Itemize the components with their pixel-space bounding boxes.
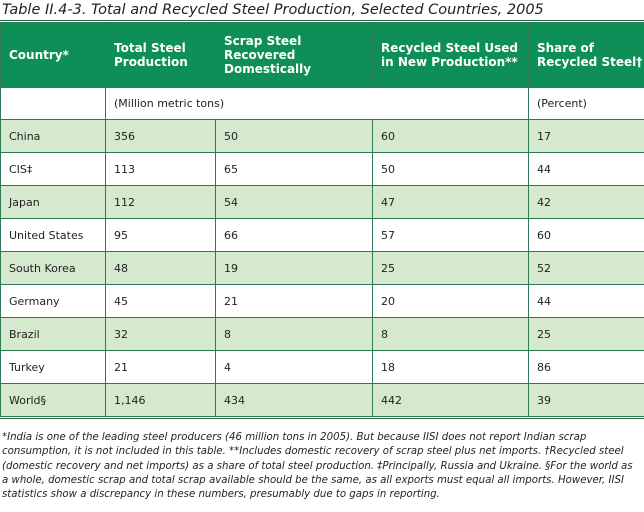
table-row: South Korea 48 19 25 52 [0,251,644,285]
share-recycled-cell: 60 [528,218,644,252]
scrap-recovered-cell: 19 [215,251,373,285]
units-empty-cell [0,87,106,120]
header-share-recycled: Share of Recycled Steel† [528,22,644,88]
recycled-used-cell: 47 [372,185,529,219]
recycled-used-cell: 18 [372,350,529,384]
country-cell: South Korea [0,251,106,285]
header-recycled-steel-used: Recycled Steel Used in New Production** [372,22,529,88]
share-recycled-cell: 17 [528,119,644,153]
scrap-recovered-cell: 50 [215,119,373,153]
country-cell: CIS‡ [0,152,106,186]
scrap-recovered-cell: 21 [215,284,373,318]
recycled-used-cell: 60 [372,119,529,153]
scrap-recovered-cell: 8 [215,317,373,351]
total-production-cell: 112 [105,185,216,219]
units-million-metric-tons: (Million metric tons) [105,87,529,120]
recycled-used-cell: 8 [372,317,529,351]
total-production-cell: 356 [105,119,216,153]
bottom-rule [0,418,644,419]
country-cell: Japan [0,185,106,219]
scrap-recovered-cell: 66 [215,218,373,252]
table-header-row: Country* Total Steel Production Scrap St… [0,22,644,88]
total-production-cell: 45 [105,284,216,318]
table-row: CIS‡ 113 65 50 44 [0,152,644,186]
share-recycled-cell: 52 [528,251,644,285]
total-production-cell: 48 [105,251,216,285]
header-scrap-steel-recovered: Scrap Steel Recovered Domestically [215,22,373,88]
total-production-cell: 95 [105,218,216,252]
table-row: World§ 1,146 434 442 39 [0,383,644,417]
country-cell: United States [0,218,106,252]
country-cell: Brazil [0,317,106,351]
table-row: China 356 50 60 17 [0,119,644,153]
country-cell: China [0,119,106,153]
country-cell: Turkey [0,350,106,384]
table-title: Table II.4-3. Total and Recycled Steel P… [2,2,544,18]
total-production-cell: 1,146 [105,383,216,417]
total-production-cell: 21 [105,350,216,384]
recycled-used-cell: 50 [372,152,529,186]
recycled-used-cell: 57 [372,218,529,252]
units-percent: (Percent) [528,87,644,120]
country-cell: World§ [0,383,106,417]
table-row: Japan 112 54 47 42 [0,185,644,219]
units-row: (Million metric tons) (Percent) [0,87,644,120]
table-row: Brazil 32 8 8 25 [0,317,644,351]
total-production-cell: 113 [105,152,216,186]
recycled-used-cell: 25 [372,251,529,285]
recycled-used-cell: 20 [372,284,529,318]
share-recycled-cell: 86 [528,350,644,384]
header-total-steel-production: Total Steel Production [105,22,216,88]
scrap-recovered-cell: 4 [215,350,373,384]
table-row: United States 95 66 57 60 [0,218,644,252]
share-recycled-cell: 39 [528,383,644,417]
steel-production-table: Country* Total Steel Production Scrap St… [0,22,644,417]
share-recycled-cell: 25 [528,317,644,351]
table-row: Germany 45 21 20 44 [0,284,644,318]
share-recycled-cell: 42 [528,185,644,219]
share-recycled-cell: 44 [528,152,644,186]
table-row: Turkey 21 4 18 86 [0,350,644,384]
scrap-recovered-cell: 434 [215,383,373,417]
header-country: Country* [0,22,106,88]
scrap-recovered-cell: 65 [215,152,373,186]
recycled-used-cell: 442 [372,383,529,417]
scrap-recovered-cell: 54 [215,185,373,219]
top-rule [0,20,644,21]
share-recycled-cell: 44 [528,284,644,318]
total-production-cell: 32 [105,317,216,351]
country-cell: Germany [0,284,106,318]
table-footnote: *India is one of the leading steel produ… [2,432,633,501]
table-body: China 356 50 60 17 CIS‡ 113 65 50 44 Japan 112 54 47 4… [0,119,644,417]
